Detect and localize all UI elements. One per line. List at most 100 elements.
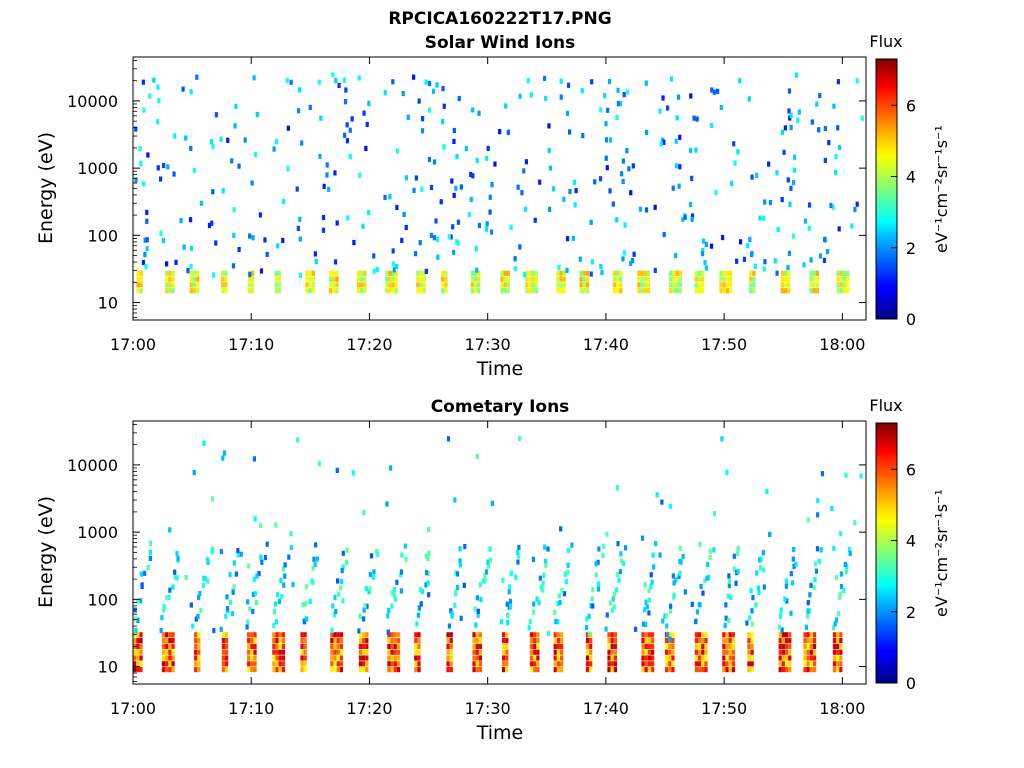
flux-cell <box>224 638 229 644</box>
flux-cell <box>796 117 800 123</box>
flux-cell <box>335 276 339 282</box>
flux-cell <box>734 580 738 586</box>
flux-cell <box>141 79 145 85</box>
flux-cell <box>645 604 649 610</box>
flux-cell <box>825 249 830 255</box>
flux-cell <box>607 667 611 673</box>
flux-cell <box>704 265 709 271</box>
flux-cell <box>839 571 843 577</box>
flux-cell <box>393 649 397 655</box>
flux-cell <box>728 661 732 667</box>
flux-cell <box>531 556 536 563</box>
flux-cell <box>239 551 243 557</box>
flux-cell <box>336 643 340 650</box>
flux-cell <box>520 190 524 196</box>
flux-cell <box>803 655 807 661</box>
flux-cell <box>842 270 847 276</box>
flux-cell <box>488 557 493 563</box>
flux-cell <box>259 522 263 528</box>
flux-cell <box>647 587 651 593</box>
flux-cell <box>672 276 676 282</box>
flux-cell <box>671 661 675 667</box>
flux-cell <box>334 608 338 615</box>
flux-cell <box>643 288 647 294</box>
flux-cell <box>506 620 510 626</box>
flux-cell <box>806 649 810 655</box>
flux-cell <box>414 655 418 661</box>
flux-cell <box>814 568 819 574</box>
flux-cell <box>563 571 567 577</box>
flux-cell <box>690 601 694 607</box>
flux-cell <box>836 655 840 661</box>
flux-cell <box>387 632 391 638</box>
flux-cell <box>232 584 236 590</box>
flux-cell <box>781 632 785 638</box>
flux-cell <box>363 603 367 609</box>
flux-cell <box>424 582 428 588</box>
flux-cell <box>607 643 611 650</box>
flux-cell <box>608 137 613 143</box>
flux-cell <box>162 607 166 613</box>
flux-cell <box>701 655 705 661</box>
colorbar-tick-label: 0 <box>906 310 916 329</box>
flux-cell <box>806 600 810 606</box>
flux-cell <box>783 596 787 602</box>
flux-cell <box>559 282 563 288</box>
flux-cell <box>139 643 143 650</box>
flux-cell <box>518 93 522 99</box>
flux-cell <box>357 75 361 81</box>
flux-cell <box>678 276 682 282</box>
flux-cell <box>414 667 418 673</box>
flux-cell <box>585 288 590 294</box>
flux-cell <box>589 649 593 655</box>
flux-cell <box>387 667 391 673</box>
flux-cell <box>701 667 705 673</box>
flux-cell <box>809 649 813 655</box>
flux-cell <box>675 115 679 121</box>
flux-cell <box>432 235 437 241</box>
flux-cell <box>615 217 619 223</box>
flux-cell <box>524 159 528 165</box>
flux-cell <box>148 540 153 546</box>
flux-cell <box>525 282 529 288</box>
flux-cell <box>736 568 740 575</box>
flux-cell <box>387 607 391 614</box>
flux-cell <box>749 588 753 594</box>
flux-cell <box>383 194 387 200</box>
flux-cell <box>224 649 229 655</box>
flux-cell <box>542 572 546 578</box>
flux-cell <box>360 270 364 276</box>
flux-cell <box>322 183 326 189</box>
flux-cell <box>556 619 560 625</box>
flux-cell <box>475 595 479 601</box>
flux-cell <box>697 667 702 673</box>
flux-cell <box>762 567 766 573</box>
flux-cell <box>199 607 203 614</box>
flux-cell <box>195 74 199 80</box>
flux-cell <box>247 667 251 673</box>
flux-cell <box>432 159 437 165</box>
flux-cell <box>300 655 304 661</box>
flux-cell <box>455 154 459 160</box>
flux-cell <box>139 632 143 638</box>
flux-cell <box>651 643 655 650</box>
flux-cell <box>253 649 257 655</box>
flux-cell <box>719 276 723 282</box>
flux-cell <box>836 610 841 617</box>
flux-cell <box>503 282 507 288</box>
flux-cell <box>156 165 160 171</box>
flux-cell <box>806 667 810 673</box>
flux-cell <box>637 288 641 294</box>
flux-cell <box>478 649 483 655</box>
flux-cell <box>168 667 172 673</box>
flux-cell <box>449 234 453 240</box>
flux-cell <box>831 625 836 631</box>
flux-cell <box>429 232 434 238</box>
flux-cell <box>458 562 463 568</box>
flux-cell <box>165 643 169 650</box>
flux-cell <box>136 632 140 638</box>
flux-cell <box>669 282 673 288</box>
flux-cell <box>683 214 687 220</box>
flux-cell <box>694 649 698 655</box>
flux-cell <box>763 199 767 205</box>
